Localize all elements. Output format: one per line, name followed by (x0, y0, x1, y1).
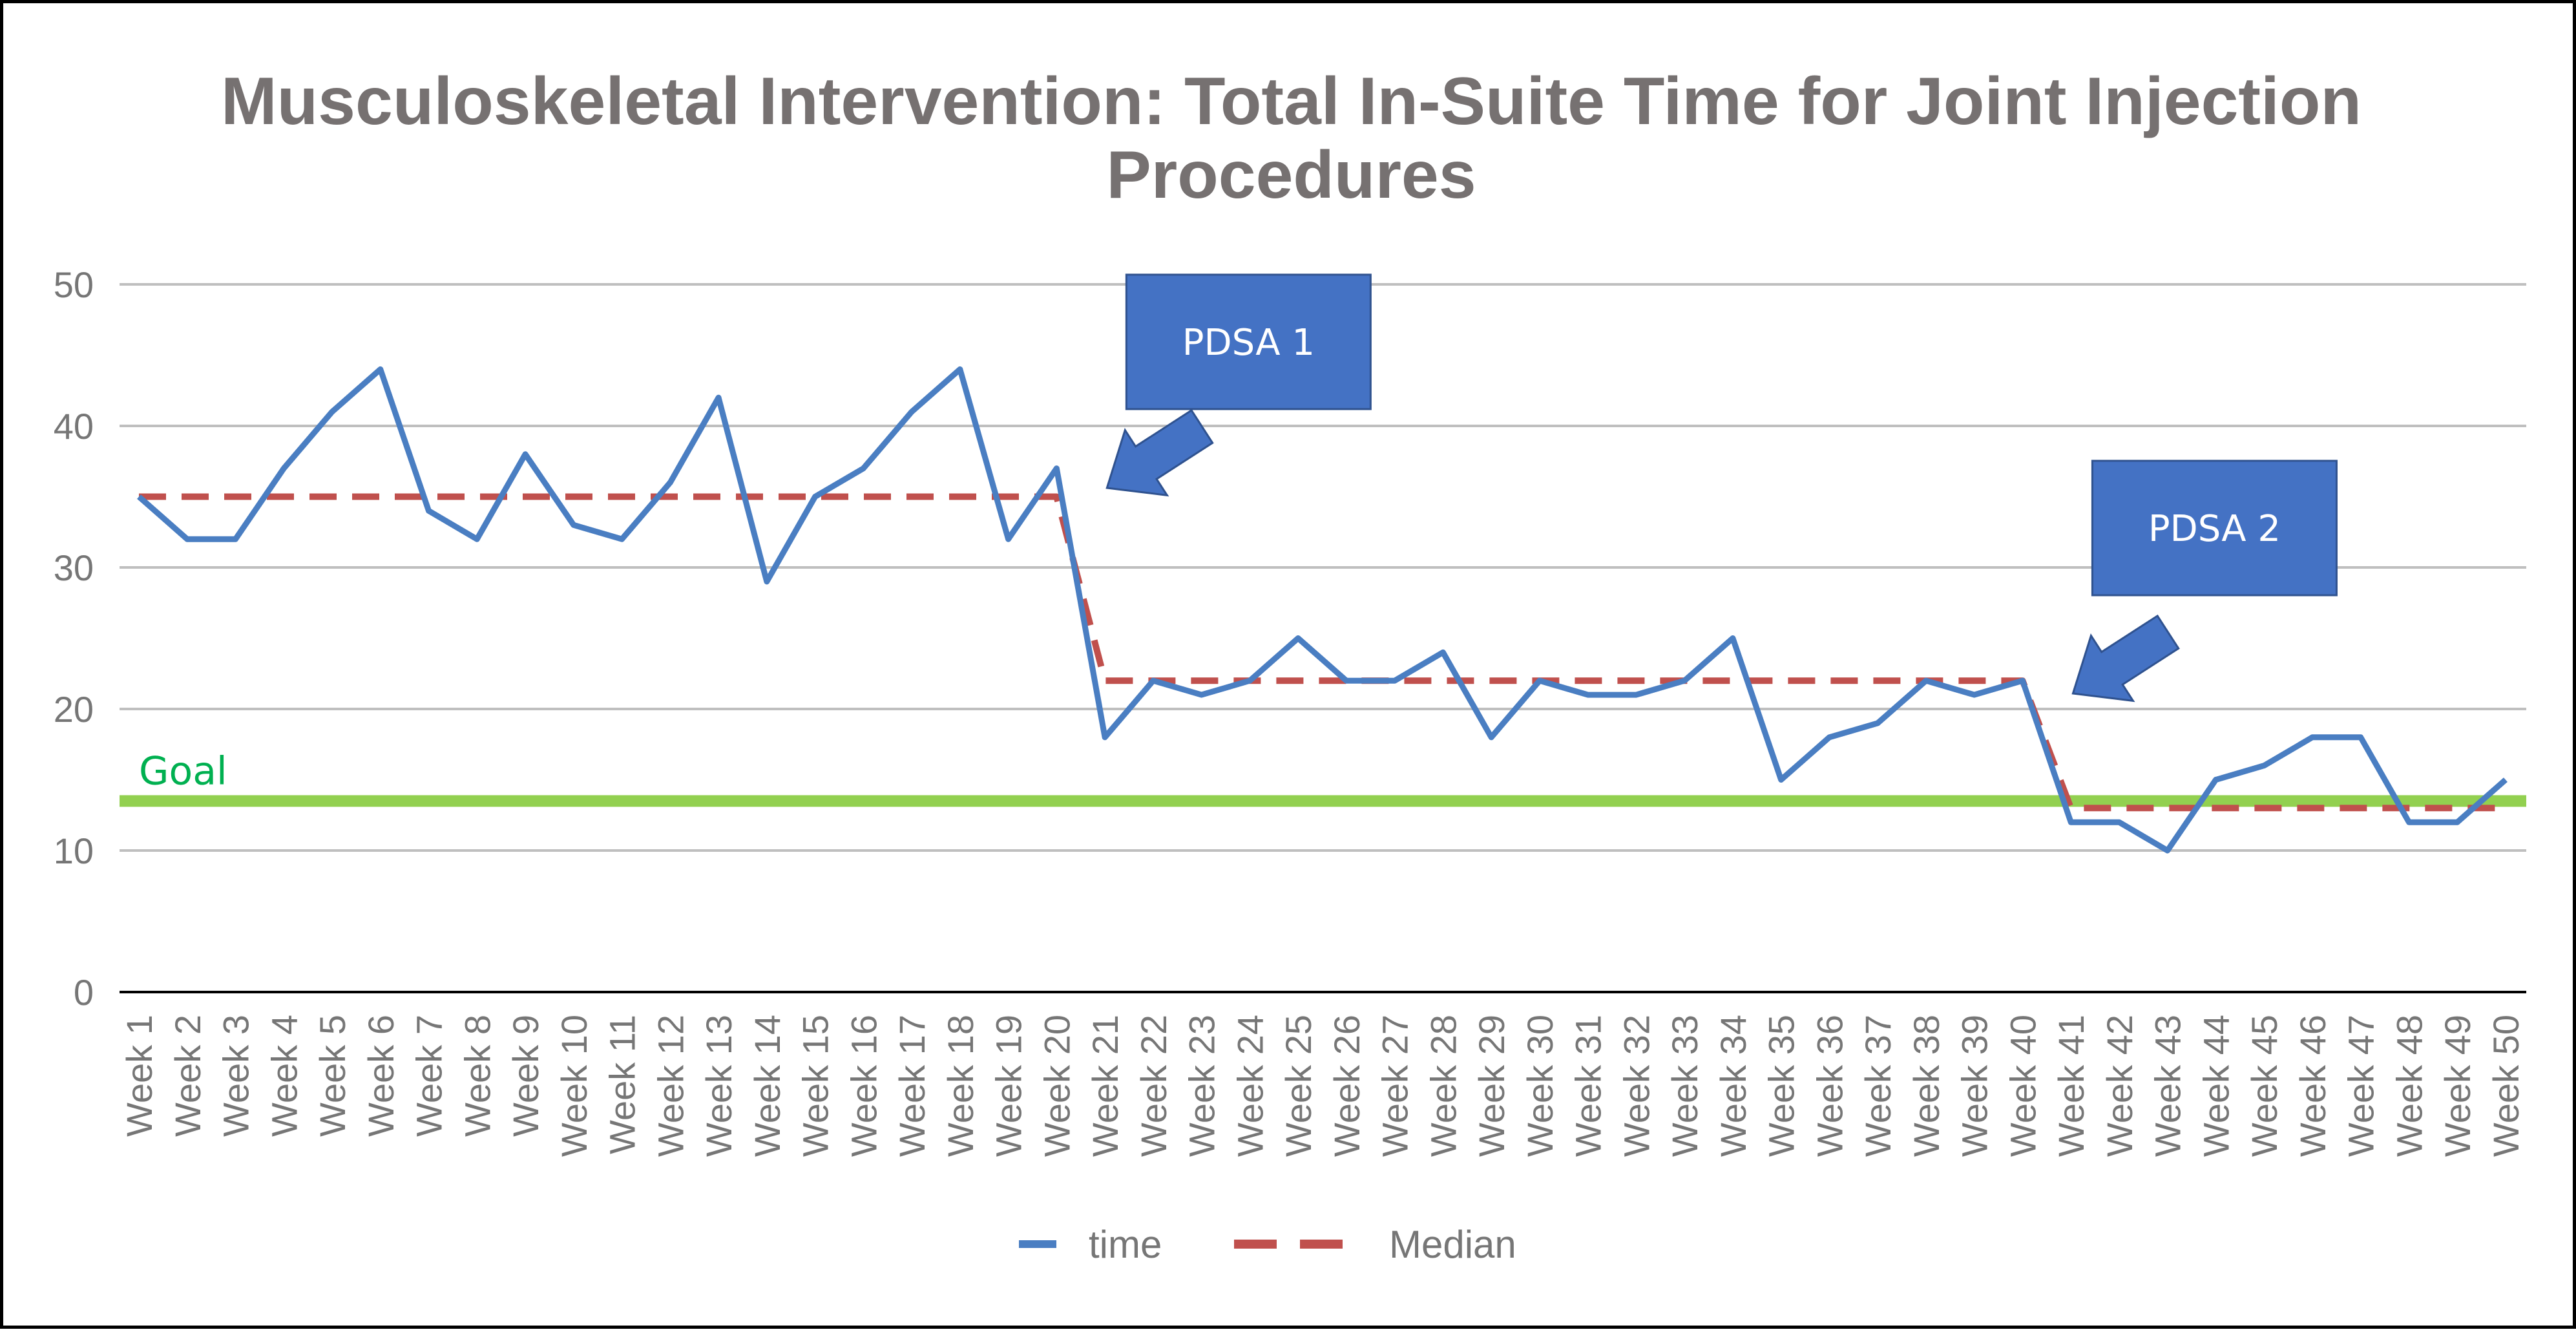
x-tick-label: Week 17 (892, 1015, 932, 1157)
x-tick-label: Week 2 (167, 1015, 208, 1137)
x-tick-label: Week 42 (2099, 1015, 2140, 1157)
x-tick-label: Week 39 (1954, 1015, 1995, 1157)
goal-line-group: Goal (120, 748, 2526, 807)
legend-item-time: time (1019, 1223, 1162, 1266)
x-axis-tick-labels: Week 1 Week 2 Week 3 Week 4 Week 5 Week 6 Week… (119, 1015, 2526, 1157)
x-tick-label: Week 10 (554, 1015, 594, 1157)
annotations: PDSA 1 PDSA 2 (1105, 273, 2338, 703)
x-tick-label: Week 45 (2244, 1015, 2285, 1157)
x-tick-label: Week 16 (843, 1015, 884, 1157)
x-tick-label: Week 1 (119, 1015, 160, 1137)
x-tick-label: Week 50 (2486, 1015, 2526, 1157)
annotation-arrow-icon (2071, 614, 2180, 703)
x-tick-label: Week 24 (1230, 1015, 1270, 1157)
x-tick-label: Week 8 (457, 1015, 497, 1137)
chart-title-line-2: Procedures (1106, 138, 1476, 213)
x-tick-label: Week 5 (312, 1015, 353, 1137)
legend-item-median: Median (1234, 1223, 1516, 1266)
x-tick-label: Week 35 (1761, 1015, 1802, 1157)
x-tick-label: Week 49 (2437, 1015, 2478, 1157)
y-tick-label: 50 (54, 264, 94, 305)
x-tick-label: Week 41 (2051, 1015, 2091, 1157)
x-tick-label: Week 25 (1278, 1015, 1319, 1157)
series-lines (137, 366, 2508, 854)
goal-label: Goal (139, 748, 227, 794)
y-tick-label: 40 (54, 406, 94, 447)
x-tick-label: Week 18 (940, 1015, 981, 1157)
x-tick-label: Week 7 (409, 1015, 450, 1137)
x-tick-label: Week 28 (1423, 1015, 1463, 1157)
x-tick-label: Week 19 (989, 1015, 1029, 1157)
chart-title-line-1: Musculoskeletal Intervention: Total In-S… (221, 64, 2361, 139)
x-tick-label: Week 36 (1809, 1015, 1850, 1157)
annotation-callout: PDSA 2 (2071, 460, 2338, 703)
x-tick-label: Week 12 (650, 1015, 691, 1157)
x-tick-label: Week 37 (1858, 1015, 1898, 1157)
x-tick-label: Week 3 (216, 1015, 257, 1137)
y-tick-label: 0 (74, 972, 94, 1013)
x-tick-label: Week 27 (1375, 1015, 1416, 1157)
x-tick-label: Week 22 (1133, 1015, 1174, 1157)
annotation-box (2091, 460, 2338, 597)
x-tick-label: Week 32 (1616, 1015, 1657, 1157)
y-axis-tick-labels: 0 10 20 30 40 50 (54, 264, 94, 1013)
x-tick-label: Week 20 (1036, 1015, 1077, 1157)
y-tick-label: 30 (54, 547, 94, 588)
x-tick-label: Week 34 (1713, 1015, 1754, 1157)
x-tick-label: Week 6 (361, 1015, 401, 1137)
annotation-box (1125, 273, 1372, 410)
annotation-callout: PDSA 1 (1105, 273, 1372, 497)
x-tick-label: Week 31 (1568, 1015, 1609, 1157)
chart-title: Musculoskeletal Intervention: Total In-S… (3, 65, 2576, 212)
legend-label-time: time (1089, 1223, 1162, 1266)
x-tick-label: Week 26 (1326, 1015, 1367, 1157)
x-tick-label: Week 33 (1664, 1015, 1705, 1157)
x-tick-label: Week 13 (698, 1015, 739, 1157)
x-tick-label: Week 15 (795, 1015, 836, 1157)
y-tick-label: 10 (54, 830, 94, 871)
x-tick-label: Week 29 (1471, 1015, 1512, 1157)
x-tick-label: Week 21 (1085, 1015, 1126, 1157)
legend: time Median (1019, 1223, 1516, 1266)
series-line-median (139, 493, 2506, 812)
y-tick-label: 20 (54, 689, 94, 730)
x-tick-label: Week 23 (1182, 1015, 1222, 1157)
x-tick-label: Week 44 (2195, 1015, 2236, 1157)
annotation-label: PDSA 2 (2148, 508, 2281, 550)
x-tick-label: Week 14 (747, 1015, 788, 1157)
x-tick-label: Week 40 (2002, 1015, 2043, 1157)
x-tick-label: Week 46 (2292, 1015, 2333, 1157)
x-tick-label: Week 48 (2389, 1015, 2429, 1157)
x-tick-label: Week 43 (2148, 1015, 2188, 1157)
annotation-arrow-icon (1105, 408, 1214, 497)
x-tick-label: Week 38 (1906, 1015, 1947, 1157)
x-tick-label: Week 11 (602, 1015, 643, 1154)
annotation-label: PDSA 1 (1182, 322, 1315, 364)
legend-label-median: Median (1389, 1223, 1516, 1266)
x-tick-label: Week 4 (264, 1015, 304, 1137)
x-tick-label: Week 9 (505, 1015, 546, 1137)
x-tick-label: Week 30 (1520, 1015, 1560, 1157)
series-line-time (137, 366, 2508, 854)
x-tick-label: Week 47 (2341, 1015, 2382, 1157)
